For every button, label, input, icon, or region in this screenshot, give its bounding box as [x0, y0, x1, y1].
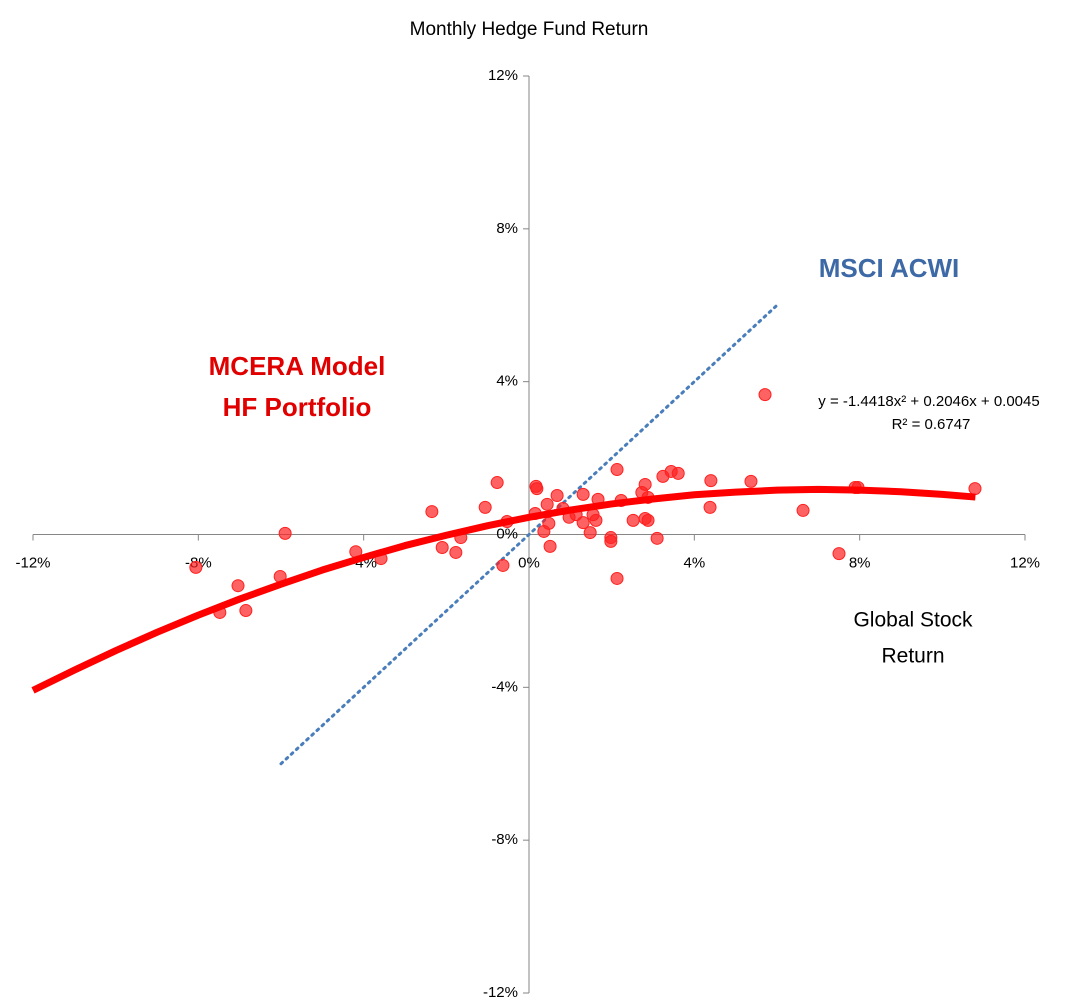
data-point — [449, 545, 463, 559]
data-point — [239, 604, 253, 618]
data-point — [968, 482, 982, 496]
data-point — [704, 474, 718, 488]
data-point — [550, 489, 564, 503]
data-point — [796, 503, 810, 517]
x-axis-title: Global Stock — [853, 609, 973, 632]
data-point — [583, 526, 597, 540]
data-point — [671, 466, 685, 480]
x-tick-label: 0% — [518, 554, 540, 571]
data-point — [576, 516, 590, 530]
x-axis-title: Return — [881, 645, 944, 668]
data-point — [610, 571, 624, 585]
data-point — [435, 540, 449, 554]
annotation: MCERA Model — [209, 351, 386, 381]
data-point — [231, 579, 245, 593]
data-point — [610, 463, 624, 477]
x-tick-label: 8% — [849, 554, 871, 571]
data-point — [650, 531, 664, 545]
y-tick-label: 0% — [496, 525, 518, 542]
annotation: HF Portfolio — [223, 392, 372, 422]
data-point — [703, 500, 717, 514]
data-point — [589, 513, 603, 527]
data-point — [278, 526, 292, 540]
data-point — [490, 476, 504, 490]
y-tick-label: 8% — [496, 220, 518, 237]
trend-equation: y = -1.4418x² + 0.2046x + 0.0045 — [818, 393, 1039, 410]
y-tick-label: 12% — [488, 67, 518, 84]
data-point — [496, 558, 510, 572]
x-tick-label: -12% — [15, 554, 50, 571]
data-point — [543, 539, 557, 553]
y-tick-label: -4% — [491, 678, 518, 695]
index-line — [279, 303, 779, 766]
y-tick-label: 4% — [496, 373, 518, 390]
x-tick-label: 12% — [1010, 554, 1040, 571]
data-point — [530, 482, 544, 496]
data-point — [641, 513, 655, 527]
data-point — [744, 474, 758, 488]
trend-r2: R² = 0.6747 — [892, 416, 971, 433]
data-point — [758, 388, 772, 402]
data-point — [478, 500, 492, 514]
x-tick-label: 4% — [683, 554, 705, 571]
data-point — [540, 497, 554, 511]
data-point — [189, 560, 203, 574]
chart-title: Monthly Hedge Fund Return — [410, 19, 649, 40]
series-label: MSCI ACWI — [819, 253, 960, 283]
data-point — [832, 547, 846, 561]
y-tick-label: -12% — [483, 984, 518, 1001]
data-point — [576, 487, 590, 501]
y-tick-label: -8% — [491, 831, 518, 848]
data-point — [626, 513, 640, 527]
data-point — [638, 477, 652, 491]
data-point — [542, 516, 556, 530]
data-point — [425, 505, 439, 519]
trend-line — [31, 485, 976, 694]
data-point — [604, 534, 618, 548]
